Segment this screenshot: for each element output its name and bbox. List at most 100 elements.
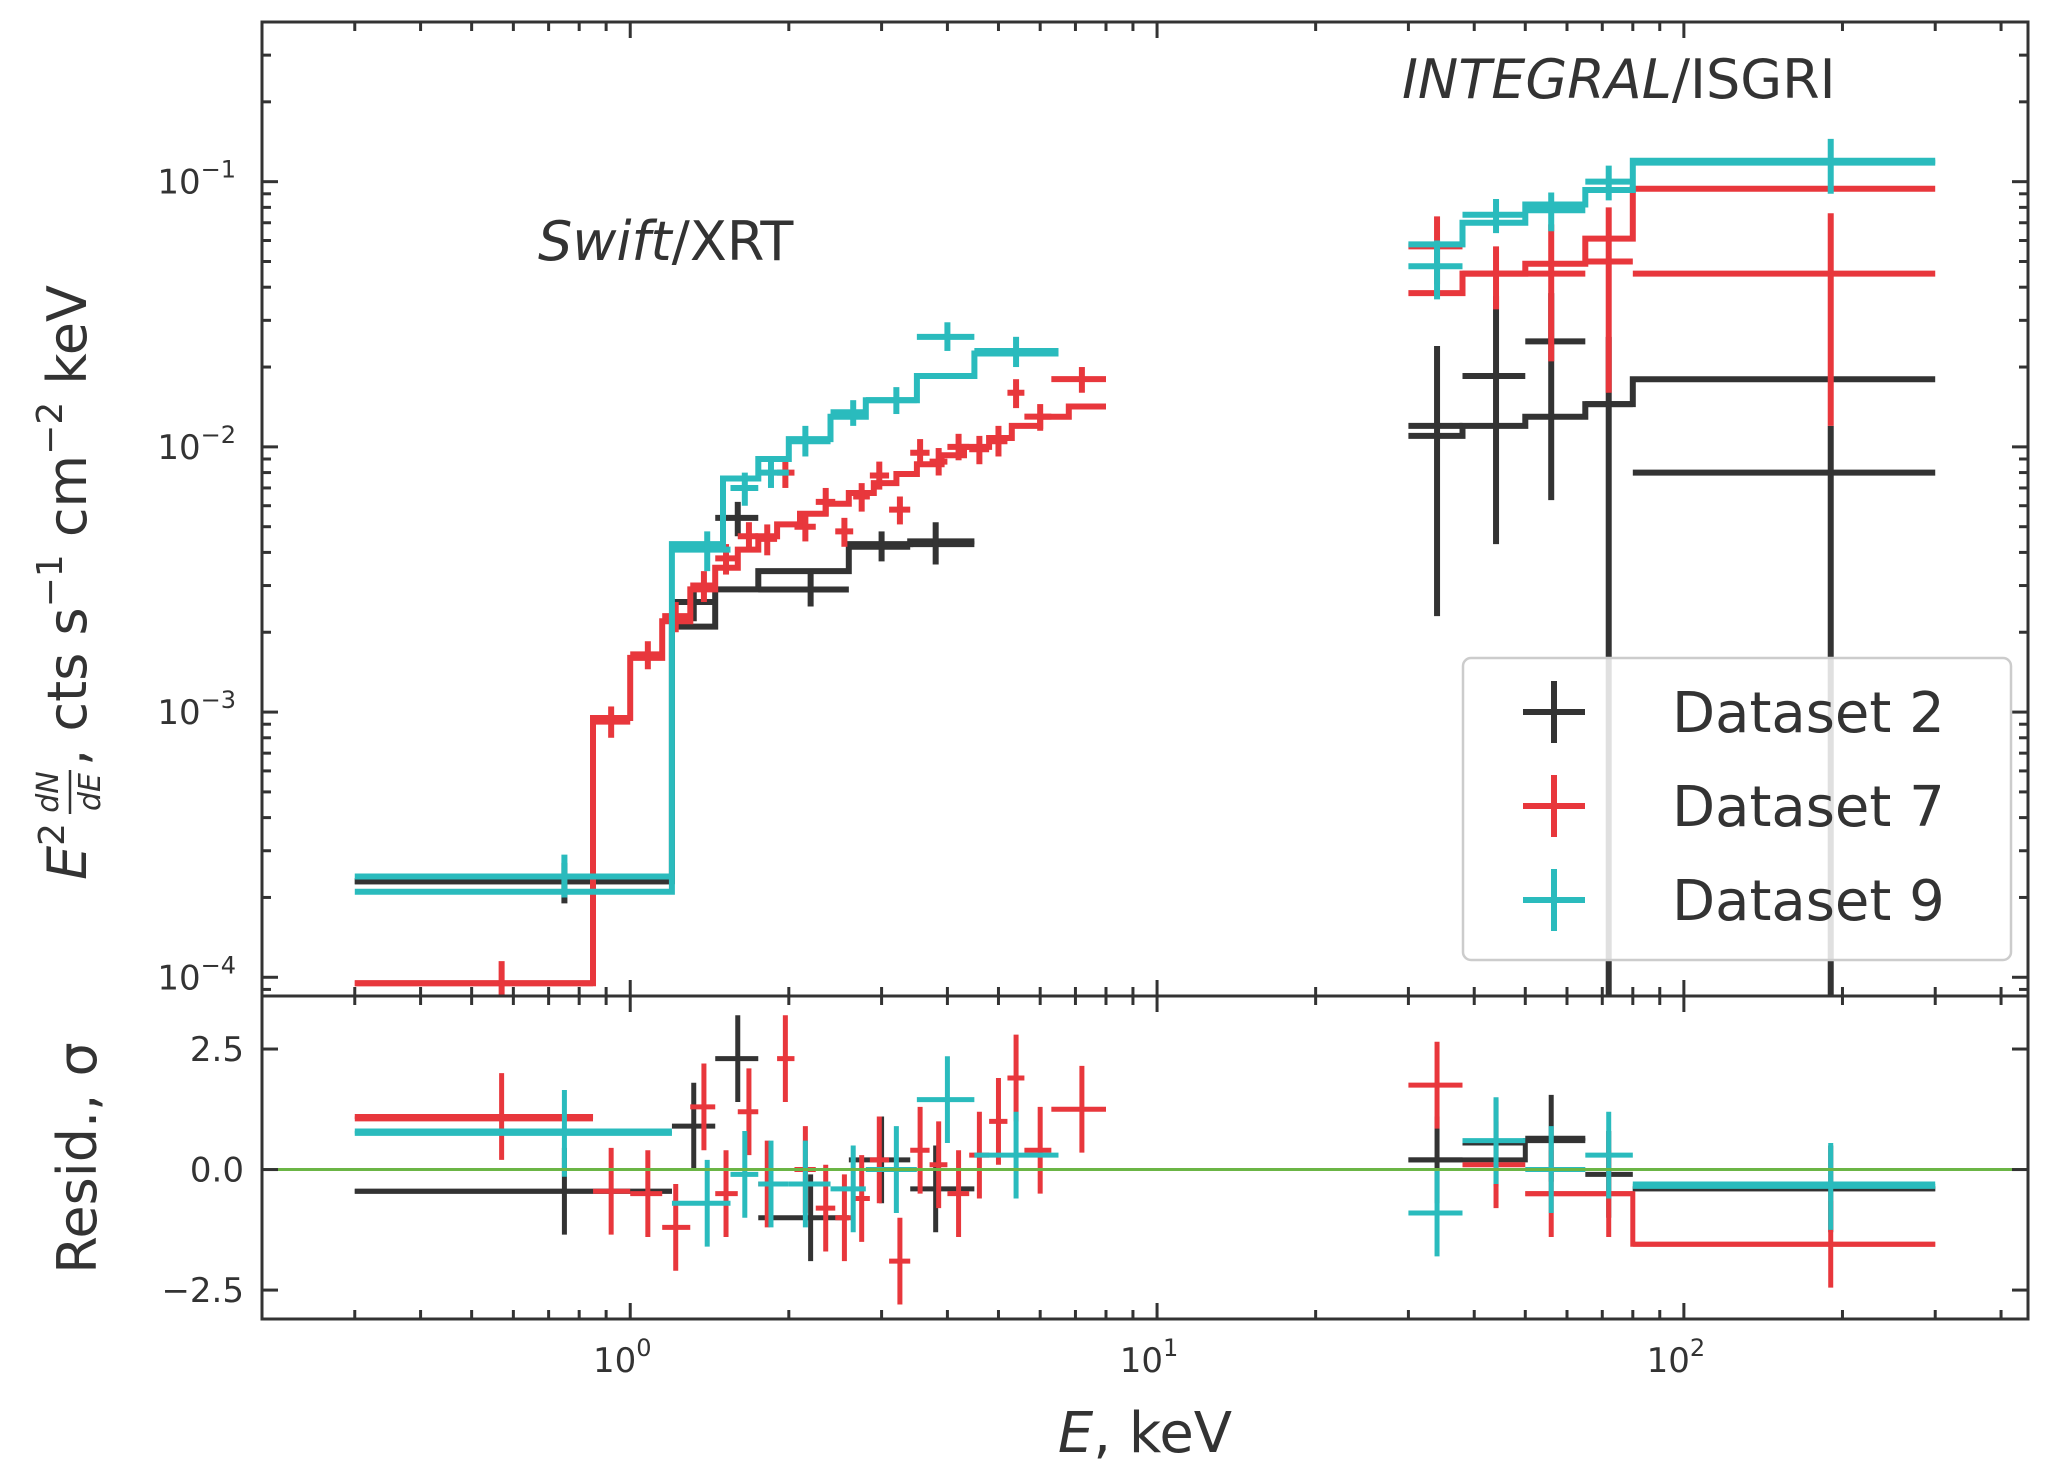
dataset-2-point [848, 531, 911, 562]
x-tick-label: 102 [1647, 1334, 1706, 1381]
x-tick-labels: 100 101 102 [593, 1334, 1705, 1381]
dataset-7-residual-point [690, 1063, 716, 1151]
dataset-7-residual-point [1007, 1034, 1025, 1122]
dataset-2-residual-point [671, 1082, 716, 1170]
dataset-9-residual-point [671, 1159, 731, 1247]
dataset-7-model-curve [354, 185, 1936, 987]
dataset-7-residual-point [1024, 1106, 1052, 1194]
dataset-7-point [1024, 404, 1052, 431]
y-axis-label-top: E2 dN dE , cts s−1 cm−2 keV [30, 285, 108, 880]
dataset-9-point [916, 322, 975, 351]
dataset-7-point [662, 602, 691, 633]
dataset-9-point [1408, 240, 1463, 300]
dataset-7-point [835, 517, 854, 547]
dataset-9-residual-point [1408, 1169, 1463, 1257]
dataset-7-residual-point [1408, 1041, 1463, 1129]
dataset-7-residual-point [815, 1164, 836, 1252]
dataset-7-residual-point [354, 1073, 594, 1160]
dataset-9-residual-point [354, 1090, 672, 1177]
y-tick-label: 2.5 [190, 1030, 244, 1070]
y-tick-label: 10−2 [157, 421, 236, 468]
legend: Dataset 2 Dataset 7 Dataset 9 [1461, 656, 2013, 962]
dataset-9-point [1585, 165, 1633, 201]
dataset-7-point [758, 524, 778, 556]
dataset-7-point [1632, 213, 1936, 426]
dataset-7-residual-point [737, 1068, 759, 1156]
dataset-7-point [593, 706, 631, 738]
dataset-7-residual-point [929, 1121, 948, 1209]
dataset-9-point [1632, 138, 1936, 194]
top-y-tick-labels: 10−4 10−3 10−2 10−1 [157, 156, 236, 999]
x-tick-label: 101 [1120, 1334, 1179, 1381]
svg-text:dE: dE [73, 773, 108, 811]
axis-ticks [260, 20, 2028, 1319]
dataset-7-point [630, 641, 663, 670]
dataset-7-residual-point [910, 1106, 930, 1194]
dataset-7-point [1462, 246, 1526, 310]
dataset-7-point [1007, 379, 1025, 409]
dataset-9-point [1525, 192, 1586, 232]
residual-y-tick-labels: −2.5 0.0 2.5 [161, 1030, 244, 1311]
x-axis-label: E, keV [1058, 1401, 1232, 1466]
dataset-7-point [690, 571, 716, 603]
dataset-7-residual-point [869, 1116, 890, 1204]
dataset-7-point [737, 522, 759, 553]
dataset-9-point [1462, 199, 1526, 234]
y-tick-label: 10−4 [157, 951, 236, 998]
legend-label: Dataset 2 [1672, 681, 1945, 746]
dataset-7-residual-point [947, 1150, 970, 1238]
dataset-7-point [910, 439, 930, 467]
svg-text:E2: E2 [32, 823, 99, 880]
legend-label: Dataset 9 [1672, 869, 1945, 934]
dataset-9-point [830, 400, 866, 426]
svg-text:, cts s−1 cm−2 keV: , cts s−1 cm−2 keV [30, 285, 99, 766]
dataset-7-residual-point [593, 1147, 631, 1235]
dataset-9-residual-point [1632, 1143, 1936, 1230]
legend-entry: Dataset 7 [1523, 775, 1945, 840]
dataset-9-residual-point [1585, 1111, 1633, 1199]
dataset-9-residual-point [830, 1145, 866, 1233]
dataset-7-point [947, 433, 970, 461]
dataset-7-point [354, 961, 594, 996]
y-tick-label: −2.5 [161, 1271, 244, 1311]
dataset-2-point [1408, 346, 1463, 617]
dataset-7-point [794, 513, 816, 542]
dataset-7-point [1525, 224, 1586, 362]
svg-text:dN: dN [31, 771, 66, 812]
y-tick-label: 10−3 [157, 686, 236, 733]
dataset-7-residual-point [989, 1077, 1008, 1165]
legend-label: Dataset 7 [1672, 775, 1945, 840]
dataset-7-residual-point [630, 1150, 663, 1238]
dataset-2-point [1462, 296, 1526, 545]
residual-panel-plot [354, 1015, 1936, 1305]
dataset-7-residual-point [777, 1015, 795, 1103]
residual-panel-frame [260, 994, 2030, 1321]
dataset-7-point [889, 496, 911, 525]
dataset-2-point [758, 571, 849, 607]
dataset-9-point [865, 387, 917, 415]
x-tick-label: 100 [593, 1334, 652, 1381]
dataset-7-point [989, 425, 1008, 457]
dataset-7-point [815, 487, 836, 516]
legend-entry: Dataset 9 [1523, 869, 1945, 934]
dataset-9-point [671, 531, 731, 572]
dataset-7-residual-point [889, 1217, 911, 1305]
dataset-9-residual-point [788, 1140, 831, 1228]
dataset-7-residual-point [715, 1150, 738, 1238]
dataset-9-residual-point [730, 1130, 759, 1218]
y-tick-label: 0.0 [190, 1151, 244, 1191]
dataset-9-point [354, 854, 672, 898]
dataset-7-residual-point [662, 1184, 691, 1271]
dataset-2-residual-point [715, 1015, 759, 1103]
dataset-9-point [974, 336, 1059, 368]
dataset-9-point [730, 472, 759, 506]
legend-entry: Dataset 2 [1523, 681, 1945, 746]
dataset-9-point [788, 425, 831, 457]
dataset-9-point [758, 459, 789, 488]
dataset-9-residual-point [916, 1056, 975, 1144]
dataset-7-point [869, 461, 890, 490]
dataset-9-residual-point [758, 1140, 789, 1228]
y-tick-label: 10−1 [157, 156, 236, 203]
dataset-7-residual-point [1051, 1065, 1106, 1153]
